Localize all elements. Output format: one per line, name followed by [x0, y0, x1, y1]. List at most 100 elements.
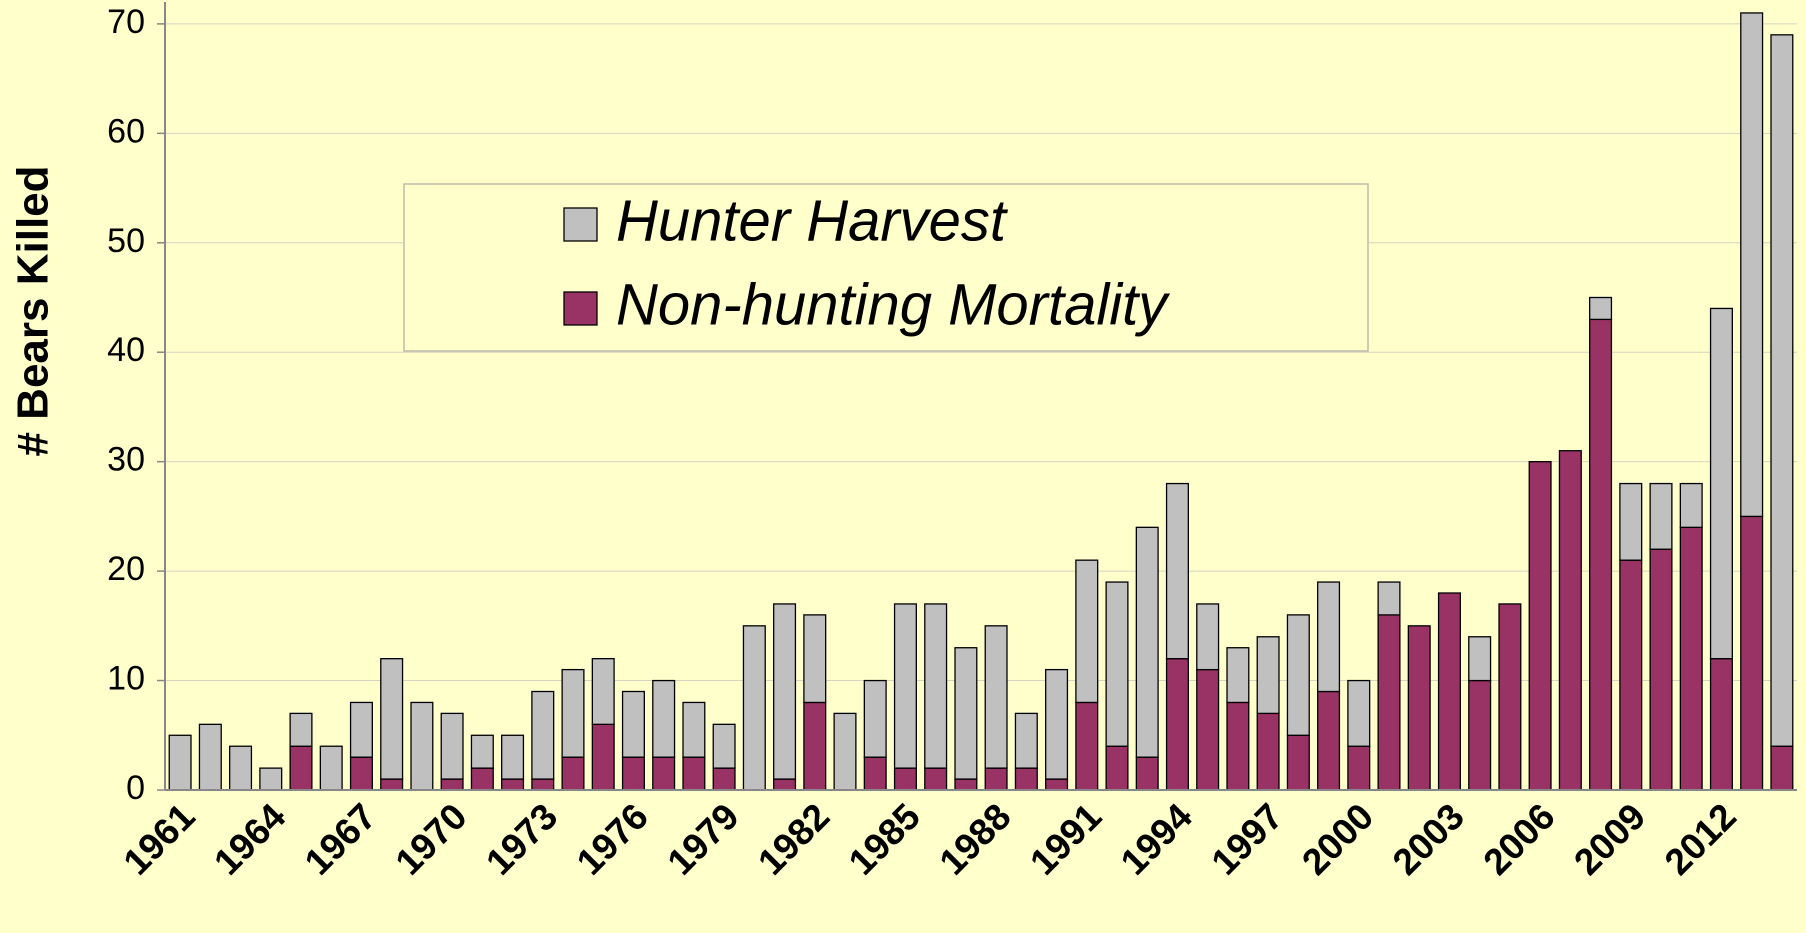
bar-segment: [803, 701, 827, 791]
bar-segment: [682, 756, 706, 791]
bar-segment: [561, 756, 585, 791]
legend-label: Non-hunting Mortality: [616, 272, 1170, 337]
bar-segment: [531, 690, 555, 780]
bar-segment: [1407, 625, 1431, 791]
bar-segment: [1770, 745, 1794, 791]
bar-segment: [621, 756, 645, 791]
legend-swatch: [563, 207, 598, 242]
bar-segment: [1226, 647, 1250, 704]
bar-segment: [1679, 526, 1703, 791]
bar-segment: [380, 658, 404, 780]
bar-segment: [652, 679, 676, 758]
bar-segment: [1105, 745, 1129, 791]
bar-segment: [1286, 734, 1310, 791]
bar-segment: [682, 701, 706, 758]
bar-segment: [1649, 482, 1673, 550]
bar-segment: [984, 625, 1008, 769]
bar-segment: [893, 767, 917, 791]
bar-segment: [1045, 778, 1069, 791]
y-axis-title: # Bears Killed: [9, 165, 58, 456]
bar-segment: [289, 712, 313, 747]
bar-segment: [1014, 767, 1038, 791]
bar-segment: [1437, 592, 1461, 791]
bar-segment: [652, 756, 676, 791]
bar-segment: [863, 756, 887, 791]
bar-segment: [1014, 712, 1038, 769]
bar-segment: [712, 723, 736, 769]
bar-segment: [410, 701, 434, 791]
bar-segment: [1347, 679, 1371, 747]
bar-segment: [742, 625, 766, 791]
bar-segment: [1075, 701, 1099, 791]
legend-label: Hunter Harvest: [616, 188, 1009, 253]
bar-segment: [1709, 658, 1733, 791]
bar-segment: [1196, 668, 1220, 791]
bar-segment: [1709, 307, 1733, 660]
bar-segment: [1135, 756, 1159, 791]
bar-segment: [621, 690, 645, 758]
bar-segment: [1256, 636, 1280, 715]
bar-segment: [501, 734, 525, 780]
bar-segment: [833, 712, 857, 791]
bar-segment: [954, 647, 978, 780]
bar-segment: [319, 745, 343, 791]
bar-segment: [1377, 581, 1401, 616]
bar-segment: [1498, 603, 1522, 791]
bar-segment: [1528, 461, 1552, 791]
bar-segment: [1619, 559, 1643, 791]
bar-segment: [773, 603, 797, 780]
bar-segment: [591, 658, 615, 725]
bar-segment: [1619, 482, 1643, 561]
bar-segment: [954, 778, 978, 791]
bar-segment: [1589, 318, 1613, 791]
bar-segment: [561, 668, 585, 758]
bar-segment: [1377, 614, 1401, 791]
bar-segment: [198, 723, 222, 791]
bar-segment: [1347, 745, 1371, 791]
bar-segment: [893, 603, 917, 769]
bar-segment: [229, 745, 253, 791]
bar-segment: [863, 679, 887, 758]
bar-segment: [380, 778, 404, 791]
y-tick-label: 30: [107, 441, 145, 479]
bar-segment: [1740, 12, 1764, 518]
y-tick-label: 70: [107, 3, 145, 41]
bar-segment: [470, 734, 494, 769]
bar-segment: [440, 778, 464, 791]
bar-segment: [349, 756, 373, 791]
bar-segment: [1045, 668, 1069, 780]
y-tick-label: 0: [126, 769, 145, 807]
bar-segment: [1679, 482, 1703, 528]
bar-segment: [470, 767, 494, 791]
bar-segment: [984, 767, 1008, 791]
bar-segment: [924, 767, 948, 791]
bar-segment: [501, 778, 525, 791]
bar-segment: [1105, 581, 1129, 747]
bar-segment: [1468, 679, 1492, 791]
bar-segment: [1226, 701, 1250, 791]
bar-segment: [1589, 296, 1613, 321]
bar-segment: [1196, 603, 1220, 671]
bar-segment: [1135, 526, 1159, 758]
y-tick-label: 40: [107, 331, 145, 369]
bar-segment: [1256, 712, 1280, 791]
bar-segment: [440, 712, 464, 780]
y-tick-label: 50: [107, 222, 145, 260]
bar-segment: [289, 745, 313, 791]
bar-segment: [531, 778, 555, 791]
y-tick-label: 20: [107, 550, 145, 588]
bar-segment: [591, 723, 615, 791]
bar-segment: [924, 603, 948, 769]
bar-segment: [168, 734, 192, 791]
legend-swatch: [563, 291, 598, 326]
bar-segment: [1075, 559, 1099, 704]
y-tick-label: 60: [107, 112, 145, 150]
bar-segment: [1317, 690, 1341, 791]
bar-segment: [1468, 636, 1492, 682]
bar-segment: [259, 767, 283, 791]
bar-segment: [1649, 548, 1673, 791]
bar-segment: [712, 767, 736, 791]
y-tick-label: 10: [107, 660, 145, 698]
bar-segment: [1165, 658, 1189, 791]
